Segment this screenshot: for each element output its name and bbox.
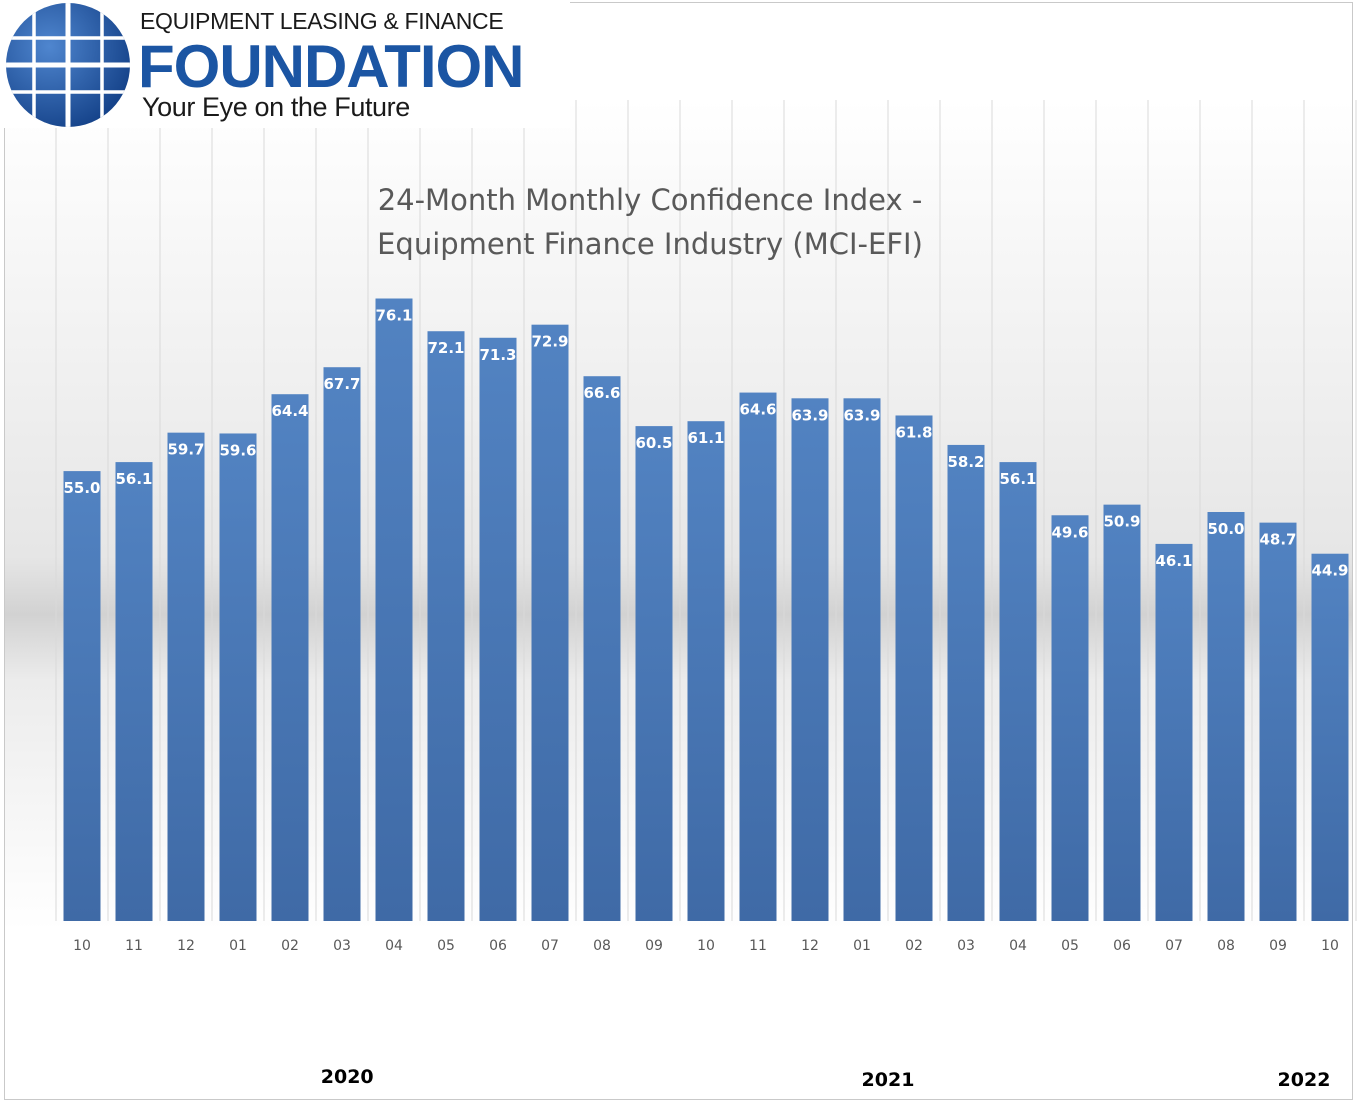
bar [843,398,881,922]
bars [63,298,1349,922]
data-label: 64.6 [739,401,776,419]
foundation-logo: EQUIPMENT LEASING & FINANCE FOUNDATION Y… [4,2,570,128]
bar [947,444,985,921]
x-tick-labels: 10 11 12 01 02 03 04 05 06 07 08 09 10 11 12 01 02 03 04 05… [73,938,1339,954]
bar [1051,515,1089,921]
x-tick-label: 02 [905,938,923,954]
x-tick-label: 05 [1061,938,1079,954]
bar [323,367,361,921]
x-tick-label: 12 [801,938,819,954]
data-label: 59.6 [219,441,256,459]
bar [895,415,933,921]
bar [739,392,777,921]
bar [583,376,621,921]
x-tick-label: 03 [957,938,975,954]
data-label: 56.1 [999,470,1036,488]
bar [479,337,517,921]
x-tick-label: 04 [385,938,403,954]
x-tick-label: 04 [1009,938,1027,954]
bar [375,298,413,921]
x-tick-label: 08 [593,938,611,954]
x-tick-label: 11 [125,938,143,954]
data-label: 55.0 [63,479,100,497]
x-tick-label: 11 [749,938,767,954]
data-label: 60.5 [635,434,672,452]
logo-tagline: Your Eye on the Future [142,92,410,122]
bar [635,426,673,921]
year-label: 2020 [321,1066,374,1088]
bar [427,331,465,921]
x-tick-label: 10 [73,938,91,954]
data-label: 64.4 [271,402,308,420]
x-tick-label: 10 [1321,938,1339,954]
x-tick-label: 01 [229,938,247,954]
x-tick-label: 01 [853,938,871,954]
gridlines [55,100,1357,921]
data-label: 49.6 [1051,523,1088,541]
bar [1259,522,1297,921]
year-labels: 2020 2021 2022 [321,1066,1331,1091]
x-tick-label: 12 [177,938,195,954]
data-label: 72.1 [427,339,464,357]
x-tick-label: 09 [645,938,663,954]
x-tick-label: 07 [541,938,559,954]
data-label: 50.0 [1207,520,1244,538]
x-tick-label: 03 [333,938,351,954]
bar [1103,504,1141,921]
chart-title: 24-Month Monthly Confidence Index - Equi… [300,178,1000,266]
logo-top-line: EQUIPMENT LEASING & FINANCE [140,8,504,34]
year-label: 2021 [862,1069,915,1091]
x-tick-label: 02 [281,938,299,954]
x-tick-label: 10 [697,938,715,954]
data-label: 76.1 [375,307,412,325]
data-label: 48.7 [1259,531,1296,549]
data-label: 44.9 [1311,562,1348,580]
bar [271,394,309,921]
data-label: 61.8 [895,423,932,441]
chart-title-line1: 24-Month Monthly Confidence Index - [377,183,923,217]
data-label: 56.1 [115,470,152,488]
bar [791,398,829,922]
x-tick-label: 05 [437,938,455,954]
data-label: 63.9 [791,406,828,424]
bar [999,462,1037,921]
value-labels: 55.0 56.1 59.7 59.6 64.4 67.7 76.1 72.1 71.3 72.9… [63,307,1348,580]
data-label: 58.2 [947,453,984,471]
x-tick-label: 06 [489,938,507,954]
data-label: 67.7 [323,375,360,393]
bar [167,432,205,921]
data-label: 46.1 [1155,552,1192,570]
x-tick-label: 06 [1113,938,1131,954]
bar [1311,553,1349,921]
data-label: 66.6 [583,384,620,402]
x-tick-label: 09 [1269,938,1287,954]
bar [115,462,153,921]
data-label: 71.3 [479,346,516,364]
bar [687,421,725,921]
bar [1155,543,1193,921]
globe-icon [6,3,130,127]
bar [531,324,569,922]
bar [63,471,101,921]
x-tick-label: 08 [1217,938,1235,954]
x-tick-label: 07 [1165,938,1183,954]
bar [1207,512,1245,921]
chart-title-line2: Equipment Finance Industry (MCI-EFI) [377,227,923,261]
year-label: 2022 [1278,1069,1331,1091]
logo-wordmark: FOUNDATION [138,33,525,100]
bar [219,433,257,921]
data-label: 59.7 [167,441,204,459]
data-label: 50.9 [1103,513,1140,531]
data-label: 61.1 [687,429,724,447]
data-label: 63.9 [843,406,880,424]
data-label: 72.9 [531,333,568,351]
